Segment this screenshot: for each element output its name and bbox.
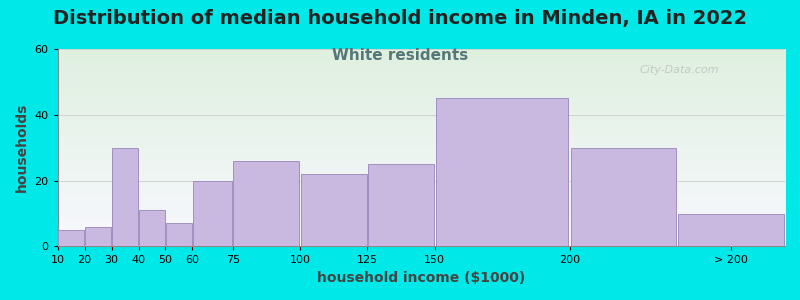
Bar bbox=[112, 148, 138, 246]
X-axis label: household income ($1000): household income ($1000) bbox=[318, 271, 526, 285]
Bar bbox=[368, 164, 434, 246]
Bar bbox=[85, 227, 111, 246]
Bar bbox=[138, 210, 165, 246]
Bar bbox=[436, 98, 568, 246]
Bar bbox=[193, 181, 232, 246]
Bar bbox=[166, 224, 192, 246]
Bar bbox=[301, 174, 367, 246]
Bar bbox=[570, 148, 676, 246]
Bar bbox=[234, 161, 299, 246]
Y-axis label: households: households bbox=[15, 103, 29, 192]
Text: White residents: White residents bbox=[332, 48, 468, 63]
Text: Distribution of median household income in Minden, IA in 2022: Distribution of median household income … bbox=[53, 9, 747, 28]
Text: City-Data.com: City-Data.com bbox=[639, 65, 719, 75]
Bar bbox=[58, 230, 84, 246]
Bar bbox=[678, 214, 784, 246]
